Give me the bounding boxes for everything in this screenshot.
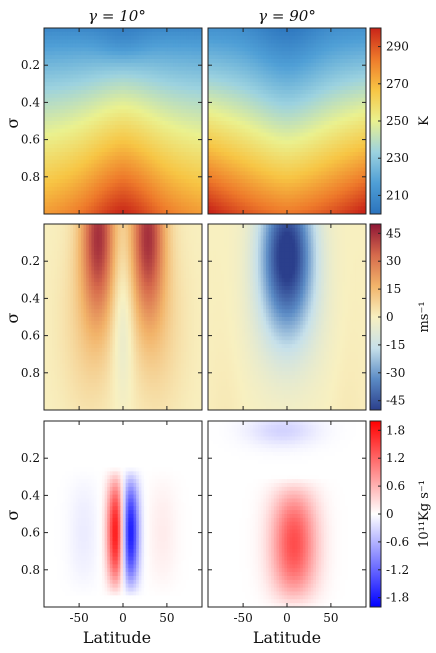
x-tick-label: 50 — [323, 611, 338, 625]
y-tick-label: 0.2 — [21, 254, 40, 268]
colorbar-tick-label: 230 — [386, 151, 409, 165]
y-axis-title-row2: σ — [3, 312, 22, 323]
y-axis-title-row1: σ — [3, 117, 22, 128]
y-tick-label: 0.8 — [21, 366, 40, 380]
y-tick-label: 0.8 — [21, 563, 40, 577]
colorbar-tick-label: -0.6 — [386, 535, 409, 549]
y-tick-label: 0.2 — [21, 451, 40, 465]
colorbar-tick-label: -1.8 — [386, 591, 409, 605]
y-tick-label: 0.4 — [21, 488, 40, 502]
heatmap-cells — [44, 28, 202, 214]
heatmap-cells — [44, 421, 202, 607]
colorbar-tick-label: 15 — [386, 282, 401, 296]
colorbar-streamfunction: 1.8 1.2 0.6 0 -0.6 -1.2 -1.8 10¹¹Kg s⁻¹ — [369, 420, 432, 608]
colorbar-tick-label: 0 — [386, 507, 394, 521]
heatmap-cells — [208, 224, 366, 410]
colorbar-tick-label: -15 — [386, 338, 405, 352]
colorbar-unit-label: ms⁻¹ — [417, 301, 432, 332]
colorbar-tick-label: 1.8 — [386, 423, 405, 437]
panel-temperature-col1: 0.2 0.4 0.6 0.8 — [21, 27, 203, 215]
colorbar-unit-label: 10¹¹Kg s⁻¹ — [417, 480, 432, 548]
colorbar-tick-label: 250 — [386, 114, 409, 128]
panel-streamfunction-col1: 0.2 0.4 0.6 0.8 -50 0 50 — [21, 420, 203, 625]
panel-temperature-col2 — [207, 27, 367, 215]
column-title-gamma-10: γ = 10° — [88, 7, 146, 25]
x-tick-label: 50 — [159, 611, 174, 625]
colorbar-tick-label: -1.2 — [386, 563, 409, 577]
colorbar-zonal_wind: 45 30 15 0 -15 -30 -45 ms⁻¹ — [369, 223, 432, 411]
colorbar-tick-label: 1.2 — [386, 451, 405, 465]
colorbar-tick-label: 210 — [386, 188, 409, 202]
x-tick-label: 0 — [283, 611, 291, 625]
x-tick-label: -50 — [233, 611, 252, 625]
y-tick-label: 0.8 — [21, 170, 40, 184]
colorbar-tick-label: 0 — [386, 310, 394, 324]
colorbar-tick-label: 45 — [386, 226, 401, 240]
colorbar-unit-label: K — [417, 116, 432, 126]
x-tick-label: 0 — [119, 611, 127, 625]
colorbar-tick-label: -45 — [386, 394, 405, 408]
colorbar-tick-label: 0.6 — [386, 479, 405, 493]
y-tick-label: 0.6 — [21, 329, 40, 343]
y-axis-title-row3: σ — [3, 509, 22, 520]
y-tick-label: 0.2 — [21, 58, 40, 72]
colorbars-layer: 210230250270290K4530150-15-30-45ms⁻¹1.81… — [369, 27, 432, 608]
panels-layer: 0.20.40.60.80.20.40.60.80.20.40.60.8-50 0… — [21, 27, 367, 625]
panel-zonal_wind-col2 — [207, 223, 367, 411]
x-tick-label: -50 — [69, 611, 88, 625]
panel-streamfunction-col2: -50 0 50 — [207, 420, 367, 625]
x-axis-title-right: Latitude — [253, 628, 321, 647]
colorbar-tick-label: 30 — [386, 254, 401, 268]
y-tick-label: 0.6 — [21, 133, 40, 147]
colorbar-tick-label: 290 — [386, 40, 409, 54]
panel-zonal_wind-col1: 0.2 0.4 0.6 0.8 — [21, 223, 203, 411]
heatmap-cells — [44, 224, 202, 410]
colorbar-tick-label: -30 — [386, 366, 405, 380]
x-axis-title-left: Latitude — [83, 628, 151, 647]
heatmap-cells — [208, 421, 366, 607]
colorbar-temperature: 210 230 250 270 290 K — [369, 27, 432, 215]
column-title-gamma-90: γ = 90° — [258, 7, 316, 25]
y-tick-label: 0.4 — [21, 291, 40, 305]
y-tick-label: 0.6 — [21, 526, 40, 540]
heatmap-cells — [208, 28, 366, 214]
colorbar-tick-label: 270 — [386, 77, 409, 91]
y-tick-label: 0.4 — [21, 95, 40, 109]
